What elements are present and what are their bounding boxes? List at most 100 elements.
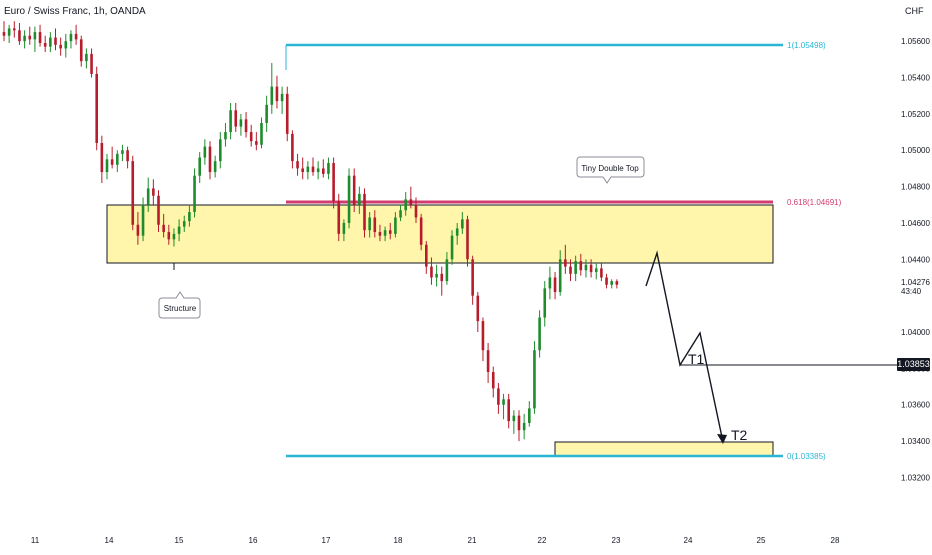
candle-body	[177, 226, 181, 234]
candle	[311, 157, 315, 176]
candle-body	[440, 273, 444, 282]
time-tick-label: 18	[394, 536, 403, 545]
candle	[584, 259, 588, 278]
candle-body	[208, 146, 212, 173]
candle	[425, 241, 428, 274]
candle	[229, 102, 232, 140]
target-2-label: T2	[731, 427, 748, 443]
time-tick-label: 24	[684, 536, 693, 545]
candle	[548, 266, 552, 300]
candle	[13, 21, 16, 38]
candle-body	[49, 37, 52, 47]
candle-body	[584, 264, 588, 271]
candle	[255, 132, 258, 151]
candle	[404, 192, 407, 216]
candle	[615, 279, 619, 289]
time-tick-label: 17	[322, 536, 331, 545]
candle-body	[265, 104, 268, 123]
candle	[538, 310, 541, 358]
candle-body	[69, 33, 73, 42]
candle-body	[363, 193, 366, 231]
candle	[363, 188, 366, 238]
candle	[141, 197, 145, 242]
candle	[157, 190, 160, 233]
candle-body	[327, 162, 330, 174]
price-tick-label: 1.04600	[901, 219, 930, 228]
candle	[435, 264, 438, 287]
candle-body	[280, 93, 284, 102]
candle	[177, 219, 181, 242]
candle	[193, 168, 196, 218]
candle-body	[126, 150, 129, 162]
candle-body	[378, 232, 382, 236]
candle-body	[121, 150, 124, 154]
candle	[569, 259, 572, 282]
candle	[461, 212, 464, 234]
candle-body	[182, 221, 186, 227]
price-tick-label: 1.05400	[901, 74, 930, 83]
candle	[64, 33, 68, 58]
candle	[126, 146, 129, 169]
candle-body	[466, 219, 469, 260]
candle-body	[172, 233, 176, 240]
candle	[558, 250, 562, 296]
price-tick-label: 1.03400	[901, 437, 930, 446]
candle	[610, 279, 613, 289]
candle-body	[255, 141, 258, 145]
candle	[219, 132, 222, 169]
candle	[43, 35, 47, 53]
double-top-callout[interactable]: Tiny Double Top	[576, 156, 645, 184]
price-axis[interactable]: 1.05600 1.05400 1.05200 1.05000 1.04800 1.046…	[901, 37, 930, 482]
candle-body	[167, 232, 171, 240]
candle	[394, 212, 397, 238]
candle-body	[95, 73, 98, 143]
fib-level-1-label: 1(1.05498)	[787, 41, 826, 50]
candle	[564, 244, 567, 274]
candle-body	[502, 399, 505, 405]
candle-body	[152, 188, 155, 196]
projection-path[interactable]	[645, 250, 724, 443]
price-tick-label: 1.05200	[901, 110, 930, 119]
candle-body	[136, 224, 140, 236]
candle	[291, 130, 294, 169]
candle-body	[74, 33, 78, 40]
price-marker-tag[interactable]: 1.03853	[897, 358, 930, 371]
last-price-value: 1.04276	[901, 278, 930, 287]
target-zone[interactable]	[554, 441, 774, 457]
candle	[208, 141, 212, 180]
candle	[419, 213, 423, 251]
candle-body	[146, 188, 150, 205]
candle-body	[131, 161, 135, 225]
candle-body	[275, 86, 279, 102]
candle	[388, 222, 392, 240]
candle	[440, 266, 444, 296]
candle	[270, 62, 274, 114]
candle-body	[450, 235, 454, 260]
candle-body	[435, 273, 438, 278]
time-axis[interactable]: 11 14 15 16 17 18 21 22 23 24 25 28	[31, 536, 840, 545]
candle	[2, 21, 6, 42]
candle-body	[203, 146, 207, 158]
candle	[234, 102, 238, 133]
candle	[337, 193, 341, 242]
candle-body	[198, 157, 201, 176]
candle	[383, 226, 387, 242]
candle	[445, 252, 449, 285]
symbol-title[interactable]: Euro / Swiss Franc, 1h, OANDA	[4, 6, 146, 17]
candle-body	[229, 110, 232, 133]
resistance-zone[interactable]	[106, 204, 774, 264]
candle-body	[497, 388, 500, 405]
candle-body	[425, 244, 428, 267]
candle	[203, 139, 207, 165]
time-tick-label: 25	[757, 536, 766, 545]
candle-body	[373, 217, 377, 233]
candle-body	[28, 35, 32, 40]
candle-body	[244, 119, 248, 133]
candle-body	[85, 53, 88, 62]
time-tick-label: 11	[31, 536, 40, 545]
candle	[167, 224, 171, 245]
structure-callout[interactable]: Structure	[158, 263, 201, 319]
candle	[502, 393, 505, 420]
